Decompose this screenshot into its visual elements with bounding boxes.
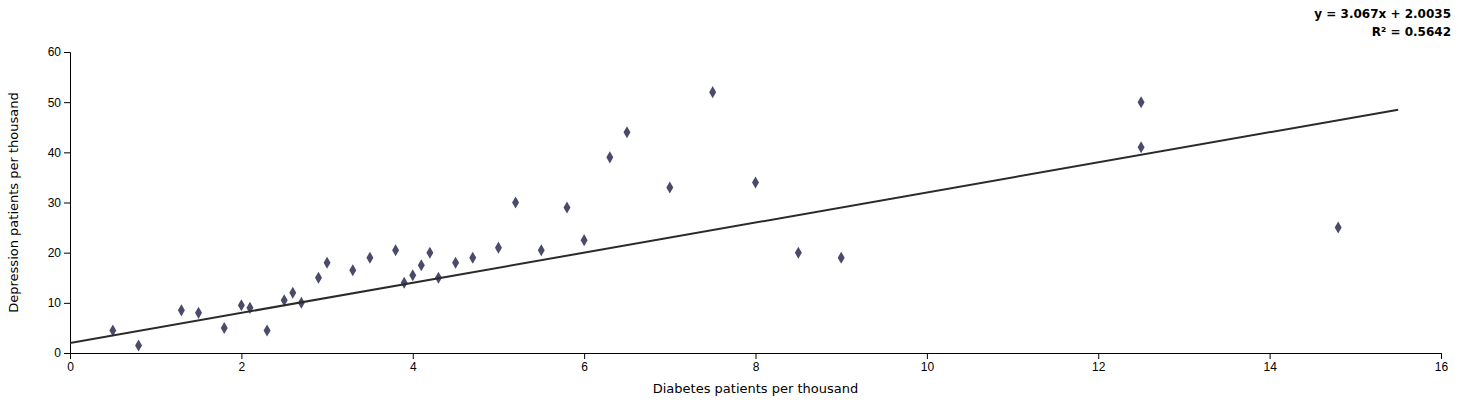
x-tick-label: 16: [1435, 360, 1449, 374]
y-tick: 0: [54, 346, 70, 360]
x-tick: 14: [1263, 353, 1277, 374]
x-tick: 12: [1092, 353, 1106, 374]
x-tick-mark: [756, 353, 757, 359]
y-tick-label: 10: [48, 296, 62, 310]
marks: [70, 86, 1398, 351]
y-tick-mark: [64, 253, 70, 254]
x-tick: 10: [921, 353, 935, 374]
x-tick-label: 2: [239, 360, 246, 374]
scatter-point: [838, 252, 845, 264]
scatter-point: [606, 151, 613, 163]
x-tick-mark: [241, 353, 242, 359]
scatter-point: [418, 259, 425, 271]
x-tick: 4: [410, 353, 417, 374]
scatter-point: [349, 264, 356, 276]
y-axis-line: [64, 53, 71, 354]
x-tick: 6: [581, 353, 588, 374]
trend-line: [70, 110, 1398, 343]
scatter-point: [666, 181, 673, 193]
y-tick: 30: [48, 196, 70, 210]
scatter-point: [581, 234, 588, 246]
y-tick-mark: [64, 102, 70, 103]
x-tick-mark: [1270, 353, 1271, 359]
annotation: R² = 0.5642: [1372, 25, 1451, 39]
chart: 0 2 4 6 8 10 12 14 16 0 10 20 30 40 50 60 Diabetes patie…: [0, 0, 1471, 403]
y-tick-label: 50: [48, 96, 62, 110]
y-tick-label: 0: [54, 346, 61, 360]
scatter-point: [238, 299, 245, 311]
scatter-point: [469, 252, 476, 264]
scatter-point: [289, 287, 296, 299]
scatter-point: [401, 277, 408, 289]
y-tick-label: 40: [48, 146, 62, 160]
x-tick-mark: [927, 353, 928, 359]
scatter-point: [178, 304, 185, 316]
x-tick-mark: [1098, 353, 1099, 359]
x-tick-label: 8: [753, 360, 760, 374]
y-tick-label: 30: [48, 196, 62, 210]
y-axis: 0 10 20 30 40 50 60: [48, 45, 71, 360]
scatter-point: [1335, 222, 1342, 234]
x-tick-mark: [584, 353, 585, 359]
scatter-point: [512, 196, 519, 208]
scatter-point: [538, 244, 545, 256]
x-axis-line: [71, 354, 1442, 360]
y-tick: 50: [48, 96, 70, 110]
y-tick: 10: [48, 296, 70, 310]
scatter-point: [752, 176, 759, 188]
y-tick-mark: [64, 152, 70, 153]
x-tick-label: 4: [410, 360, 417, 374]
x-axis: 0 2 4 6 8 10 12 14 16: [67, 353, 1448, 374]
x-tick-label: 10: [921, 360, 935, 374]
scatter-point: [392, 244, 399, 256]
x-tick: 0: [67, 353, 74, 374]
x-tick-mark: [413, 353, 414, 359]
y-tick-label: 60: [48, 45, 62, 59]
y-tick: 20: [48, 246, 70, 260]
scatter-point: [564, 201, 571, 213]
y-tick: 60: [48, 45, 70, 59]
y-tick-label: 20: [48, 246, 62, 260]
y-tick-mark: [64, 52, 70, 53]
x-tick: 8: [753, 353, 760, 374]
annotation: y = 3.067x + 2.0035: [1314, 7, 1451, 21]
x-tick-label: 12: [1092, 360, 1106, 374]
scatter-point: [324, 257, 331, 269]
scatter-point: [409, 269, 416, 281]
x-axis-title: Diabetes patients per thousand: [653, 381, 859, 396]
scatter-point: [623, 126, 630, 138]
scatter-point: [452, 257, 459, 269]
x-tick-mark: [1441, 353, 1442, 359]
y-tick-mark: [64, 303, 70, 304]
y-axis-title: Depression patients per thousand: [6, 92, 21, 312]
x-tick: 16: [1435, 353, 1449, 374]
scatter-point: [264, 324, 271, 336]
scatter-point: [366, 252, 373, 264]
x-tick-label: 14: [1263, 360, 1277, 374]
scatter-point: [315, 272, 322, 284]
scatter-point: [1138, 141, 1145, 153]
scatter-point: [195, 307, 202, 319]
x-tick: 2: [239, 353, 246, 374]
scatter-point: [709, 86, 716, 98]
y-tick-mark: [64, 353, 70, 354]
y-tick-mark: [64, 203, 70, 204]
plot: 0 2 4 6 8 10 12 14 16 0 10 20 30 40 50 60: [48, 45, 1449, 373]
x-tick-label: 6: [581, 360, 588, 374]
scatter-point: [426, 247, 433, 259]
x-tick-label: 0: [67, 360, 74, 374]
scatter-point: [795, 247, 802, 259]
y-tick: 40: [48, 146, 70, 160]
scatter-point: [135, 339, 142, 351]
scatter-point: [1138, 96, 1145, 108]
scatter-point: [221, 322, 228, 334]
scatter-point: [495, 242, 502, 254]
